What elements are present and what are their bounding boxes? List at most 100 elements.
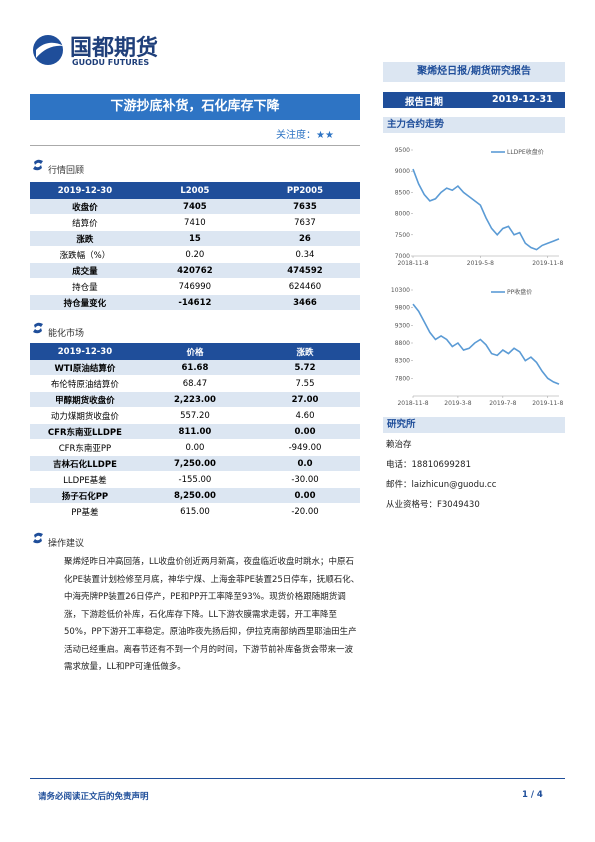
icon bbox=[33, 159, 43, 171]
y-tick-label: 7000 bbox=[395, 253, 410, 260]
table-cell: 0.00 bbox=[139, 439, 251, 456]
table-cell: 474592 bbox=[249, 262, 360, 279]
y-tick-label: 9800 bbox=[395, 305, 410, 312]
y-tick-label: 7500 bbox=[395, 232, 410, 239]
table-row: CFR东南亚LLDPE 811.00 0.00 bbox=[30, 423, 360, 440]
icon bbox=[33, 532, 43, 544]
table-cell: 5.72 bbox=[250, 360, 360, 376]
table-cell: 0.20 bbox=[139, 246, 250, 263]
table-cell: 甲醇期货收盘价 bbox=[30, 391, 140, 408]
x-tick-label: 2018-11-8 bbox=[397, 260, 428, 267]
table-cell: CFR东南亚LLDPE bbox=[30, 423, 140, 440]
table-cell: 吉林石化LLDPE bbox=[30, 455, 140, 472]
table-row: 布伦特原油结算价 68.47 7.55 bbox=[30, 375, 360, 392]
table-row: 结算价 7410 7637 bbox=[30, 214, 360, 231]
logo-icon bbox=[33, 35, 64, 65]
header-row: 2019-12-30 L2005 PP2005 bbox=[30, 182, 360, 199]
table-cell: -30.00 bbox=[250, 471, 360, 488]
table-cell: 7637 bbox=[249, 214, 360, 231]
table-cell: 扬子石化PP bbox=[30, 487, 140, 504]
table-cell: 涨跌 bbox=[30, 230, 140, 247]
table-row: 涨跌 15 26 bbox=[30, 230, 360, 247]
main-title: 下游抄底补货，石化库存下降 bbox=[30, 94, 360, 120]
table-cell: 4.60 bbox=[250, 407, 360, 424]
series-line bbox=[412, 303, 560, 385]
table-cell: 3466 bbox=[249, 294, 360, 311]
table-cell: 2,223.00 bbox=[139, 391, 251, 408]
x-tick-label: 2019-11-8 bbox=[532, 260, 563, 267]
table-cell: 624460 bbox=[249, 278, 360, 295]
table-cell: -20.00 bbox=[250, 503, 360, 520]
table-cell: 0.34 bbox=[249, 246, 360, 263]
legend-label: PP收盘价 bbox=[507, 288, 532, 296]
section-icon bbox=[33, 322, 43, 334]
table-row: 吉林石化LLDPE 7,250.00 0.0 bbox=[30, 455, 360, 472]
section-icon bbox=[33, 159, 43, 171]
chart-heading: 主力合约走势 bbox=[383, 117, 565, 133]
x-tick-label: 2019-5-8 bbox=[467, 260, 494, 267]
y-tick-label: 9500 bbox=[395, 147, 410, 154]
x-tick-label: 2018-11-8 bbox=[397, 400, 428, 407]
section-icon bbox=[33, 532, 43, 544]
table-cell: 7405 bbox=[139, 199, 250, 215]
table-cell: 420762 bbox=[139, 262, 250, 279]
table-cell: 7,250.00 bbox=[139, 455, 251, 472]
table-cell: 持仓量 bbox=[30, 278, 140, 295]
y-tick-label: 8300 bbox=[395, 358, 410, 365]
table-cell: PP基差 bbox=[30, 503, 140, 520]
header-cell: PP2005 bbox=[249, 182, 360, 199]
institute: 研究所 bbox=[383, 417, 565, 433]
date-bar bbox=[383, 92, 565, 108]
table-row: 涨跌幅（%） 0.20 0.34 bbox=[30, 246, 360, 263]
y-tick-label: 7800 bbox=[395, 375, 410, 382]
table-cell: LLDPE基差 bbox=[30, 471, 140, 488]
table-cell: -949.00 bbox=[250, 439, 360, 456]
header-cell: 2019-12-30 bbox=[30, 182, 140, 199]
x-tick-label: 2019-3-8 bbox=[444, 400, 471, 407]
header-cell: 涨跌 bbox=[250, 343, 360, 360]
table-cell: 动力煤期货收盘价 bbox=[30, 407, 140, 424]
table-cell: 0.0 bbox=[250, 455, 360, 472]
table-row: LLDPE基差 -155.00 -30.00 bbox=[30, 471, 360, 488]
table-cell: 15 bbox=[139, 230, 250, 247]
date: 2019-12-31 bbox=[492, 94, 553, 105]
header-row: 2019-12-30 价格 涨跌 bbox=[30, 343, 360, 360]
divider bbox=[30, 145, 360, 146]
table-cell: 结算价 bbox=[30, 214, 140, 231]
logo-en: GUODU FUTURES bbox=[72, 58, 150, 67]
table-cell: 成交量 bbox=[30, 262, 140, 279]
legend-label: LLDPE收盘价 bbox=[507, 148, 544, 156]
table-cell: 持仓量变化 bbox=[30, 294, 140, 311]
disclaimer: 请务必阅读正文后的免责声明 bbox=[38, 792, 149, 802]
table-row: 收盘价 7405 7635 bbox=[30, 199, 360, 215]
table-row: PP基差 615.00 -20.00 bbox=[30, 503, 360, 520]
table-cell: 8,250.00 bbox=[139, 487, 251, 504]
section-heading: 行情回顾 bbox=[48, 166, 85, 176]
attention: 关注度：★★ bbox=[276, 130, 334, 141]
table-row: 持仓量 746990 624460 bbox=[30, 278, 360, 295]
series-line bbox=[412, 168, 560, 251]
x-tick-label: 2019-11-8 bbox=[532, 400, 563, 407]
table-cell: 68.47 bbox=[139, 375, 251, 392]
table-cell: 26 bbox=[249, 230, 360, 247]
table-cell: 布伦特原油结算价 bbox=[30, 375, 140, 392]
data-table: 2019-12-30 L2005 PP2005 收盘价 7405 7635 结算价 7410 7… bbox=[30, 182, 360, 311]
data-table: 2019-12-30 价格 涨跌 WTI原油结算价 61.68 5.72 布伦特原油结算价 6… bbox=[30, 343, 360, 520]
line-chart: 7800 8300 8800 9300 9800 10300 2018-11-8 2019-3… bbox=[391, 287, 564, 407]
y-tick-label: 8000 bbox=[395, 211, 410, 218]
date-label: 报告日期 bbox=[405, 97, 444, 108]
line-chart: 7000 7500 8000 8500 9000 9500 2018-11-8 2019-5-… bbox=[395, 147, 564, 267]
header-cell: 价格 bbox=[139, 343, 251, 360]
x-tick-label: 2019-7-8 bbox=[489, 400, 516, 407]
table-cell: -14612 bbox=[139, 294, 250, 311]
table-row: CFR东南亚PP 0.00 -949.00 bbox=[30, 439, 360, 456]
table-cell: CFR东南亚PP bbox=[30, 439, 140, 456]
footer-line bbox=[30, 778, 565, 779]
table-cell: 615.00 bbox=[139, 503, 251, 520]
table-cell: 7.55 bbox=[250, 375, 360, 392]
phone: 电话：18810699281 bbox=[386, 460, 471, 470]
icon bbox=[33, 322, 43, 334]
header-cell: L2005 bbox=[139, 182, 250, 199]
table-cell: 7410 bbox=[139, 214, 250, 231]
